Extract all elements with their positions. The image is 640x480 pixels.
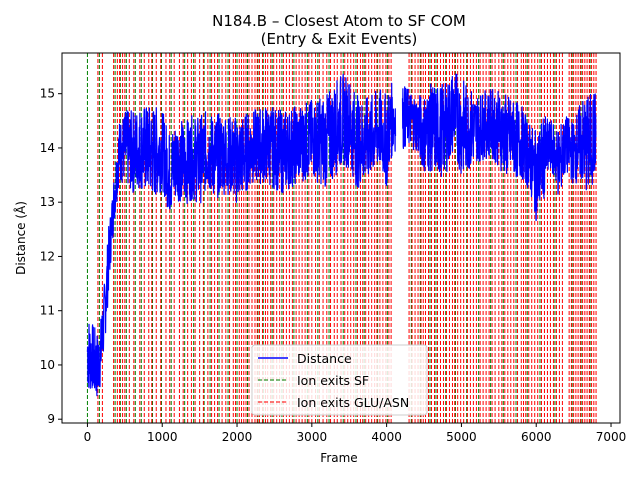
y-tick-label-1: 10	[40, 358, 55, 372]
x-tick-label-2: 2000	[222, 430, 253, 444]
x-tick-label-3: 3000	[297, 430, 328, 444]
x-tick-label-4: 4000	[371, 430, 402, 444]
y-tick-label-6: 15	[40, 87, 55, 101]
x-axis-label: Frame	[320, 451, 357, 465]
chart-title-line2: (Entry & Exit Events)	[261, 30, 418, 48]
y-tick-label-5: 14	[40, 141, 55, 155]
x-axis: 0 1000 2000 3000 4000 5000 6000 7000	[84, 423, 627, 444]
x-tick-label-5: 5000	[446, 430, 477, 444]
y-tick-label-0: 9	[47, 412, 55, 426]
x-tick-label-7: 7000	[596, 430, 627, 444]
y-tick-label-4: 13	[40, 195, 55, 209]
x-tick-label-6: 6000	[521, 430, 552, 444]
legend-frame	[251, 344, 428, 416]
distance-series	[86, 73, 597, 397]
chart-title-line1: N184.B – Closest Atom to SF COM	[212, 12, 466, 30]
legend-distance-label: Distance	[297, 351, 352, 366]
legend-sf-exit-label: Ion exits SF	[297, 373, 369, 388]
x-tick-label-0: 0	[84, 430, 92, 444]
legend: Distance Ion exits SF Ion exits GLU/ASN	[251, 344, 428, 416]
distance-line-segment-0	[86, 73, 397, 397]
y-tick-label-2: 11	[40, 304, 55, 318]
y-axis: 9 10 11 12 13 14 15	[40, 87, 62, 426]
distance-line-segment-1	[401, 73, 597, 221]
x-tick-label-1: 1000	[147, 430, 178, 444]
plot-frame	[61, 52, 621, 424]
legend-glu-asn-exit-label: Ion exits GLU/ASN	[297, 395, 409, 410]
y-tick-label-3: 12	[40, 249, 55, 263]
y-axis-label: Distance (Å)	[13, 201, 28, 275]
